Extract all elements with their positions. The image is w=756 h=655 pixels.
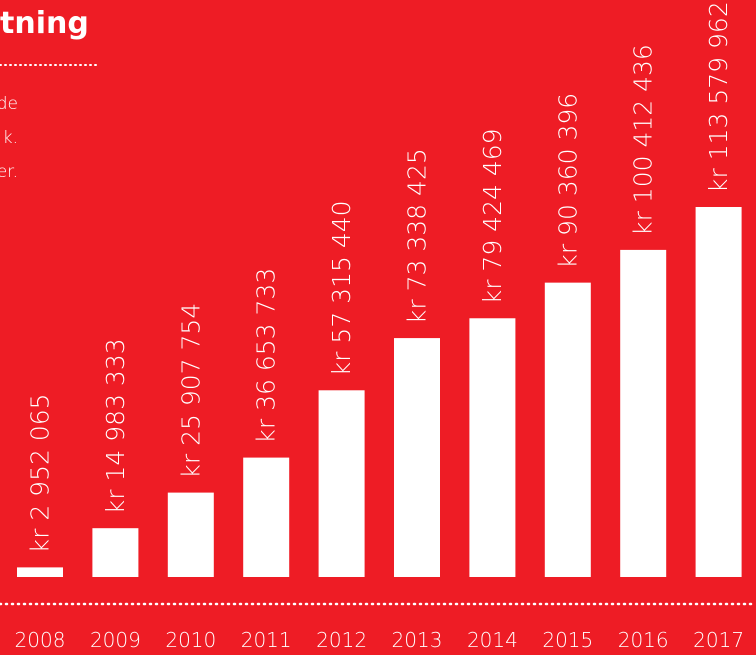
value-label: kr 100 412 436 (629, 44, 658, 236)
value-label: kr 113 579 962 (704, 1, 733, 193)
bar (695, 207, 742, 577)
x-tick-label: 2013 (392, 628, 443, 652)
x-tick-label: 2015 (542, 628, 593, 652)
value-label: kr 73 338 425 (403, 148, 432, 324)
bar (620, 249, 667, 577)
subtitle-line: er. (0, 162, 18, 182)
value-label: kr 57 315 440 (327, 200, 356, 376)
x-tick-label: 2009 (90, 628, 141, 652)
value-label: kr 2 952 065 (26, 393, 55, 553)
x-tick-label: 2016 (618, 628, 669, 652)
bar (92, 528, 139, 577)
x-tick-label: 2012 (316, 628, 367, 652)
subtitle-line: k. (3, 128, 18, 148)
bar (243, 457, 290, 577)
bar (469, 318, 516, 577)
bar (17, 567, 63, 577)
bar (318, 390, 365, 577)
subtitle-line: de (0, 94, 18, 114)
bar (544, 282, 591, 577)
value-label: kr 36 653 733 (252, 268, 281, 444)
x-tick-label: 2010 (165, 628, 216, 652)
x-tick-label: 2017 (693, 628, 744, 652)
value-label: kr 14 983 333 (101, 338, 130, 514)
bar (394, 338, 440, 577)
value-label: kr 25 907 754 (176, 303, 205, 479)
x-tick-label: 2014 (467, 628, 518, 652)
bar (167, 492, 214, 577)
value-label: kr 79 424 469 (478, 128, 507, 304)
value-label: kr 90 360 396 (553, 93, 582, 269)
x-tick-label: 2008 (15, 628, 66, 652)
x-tick-label: 2011 (241, 628, 292, 652)
chart-title: tning (0, 6, 89, 41)
